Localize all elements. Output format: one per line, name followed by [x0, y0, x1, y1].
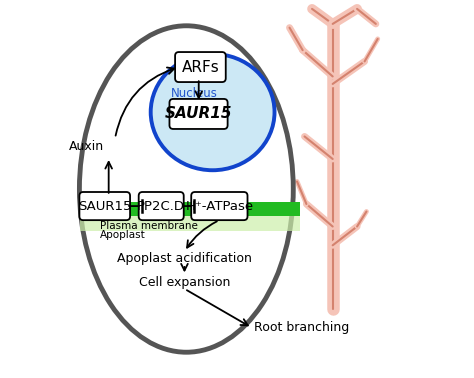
Text: Nucleus: Nucleus	[171, 87, 218, 100]
FancyBboxPatch shape	[175, 52, 226, 82]
Text: Root branching: Root branching	[254, 321, 349, 334]
Text: Auxin: Auxin	[69, 141, 104, 153]
Text: Apoplast acidification: Apoplast acidification	[117, 252, 252, 265]
FancyBboxPatch shape	[191, 192, 247, 220]
Bar	[80, 202, 300, 231]
Text: H⁺-ATPase: H⁺-ATPase	[185, 200, 254, 212]
Text: PP2C.D: PP2C.D	[137, 200, 185, 212]
Text: Plasma membrane: Plasma membrane	[100, 221, 198, 231]
FancyBboxPatch shape	[139, 192, 184, 220]
Ellipse shape	[80, 26, 293, 352]
FancyBboxPatch shape	[80, 192, 130, 220]
Ellipse shape	[151, 54, 274, 170]
Text: ARFs: ARFs	[182, 60, 219, 74]
Bar	[80, 202, 300, 216]
Text: Apoplast: Apoplast	[100, 230, 146, 240]
Text: Cell expansion: Cell expansion	[139, 276, 230, 288]
Text: SAUR15: SAUR15	[165, 107, 232, 121]
Text: SAUR15: SAUR15	[78, 200, 131, 212]
FancyBboxPatch shape	[170, 99, 228, 129]
